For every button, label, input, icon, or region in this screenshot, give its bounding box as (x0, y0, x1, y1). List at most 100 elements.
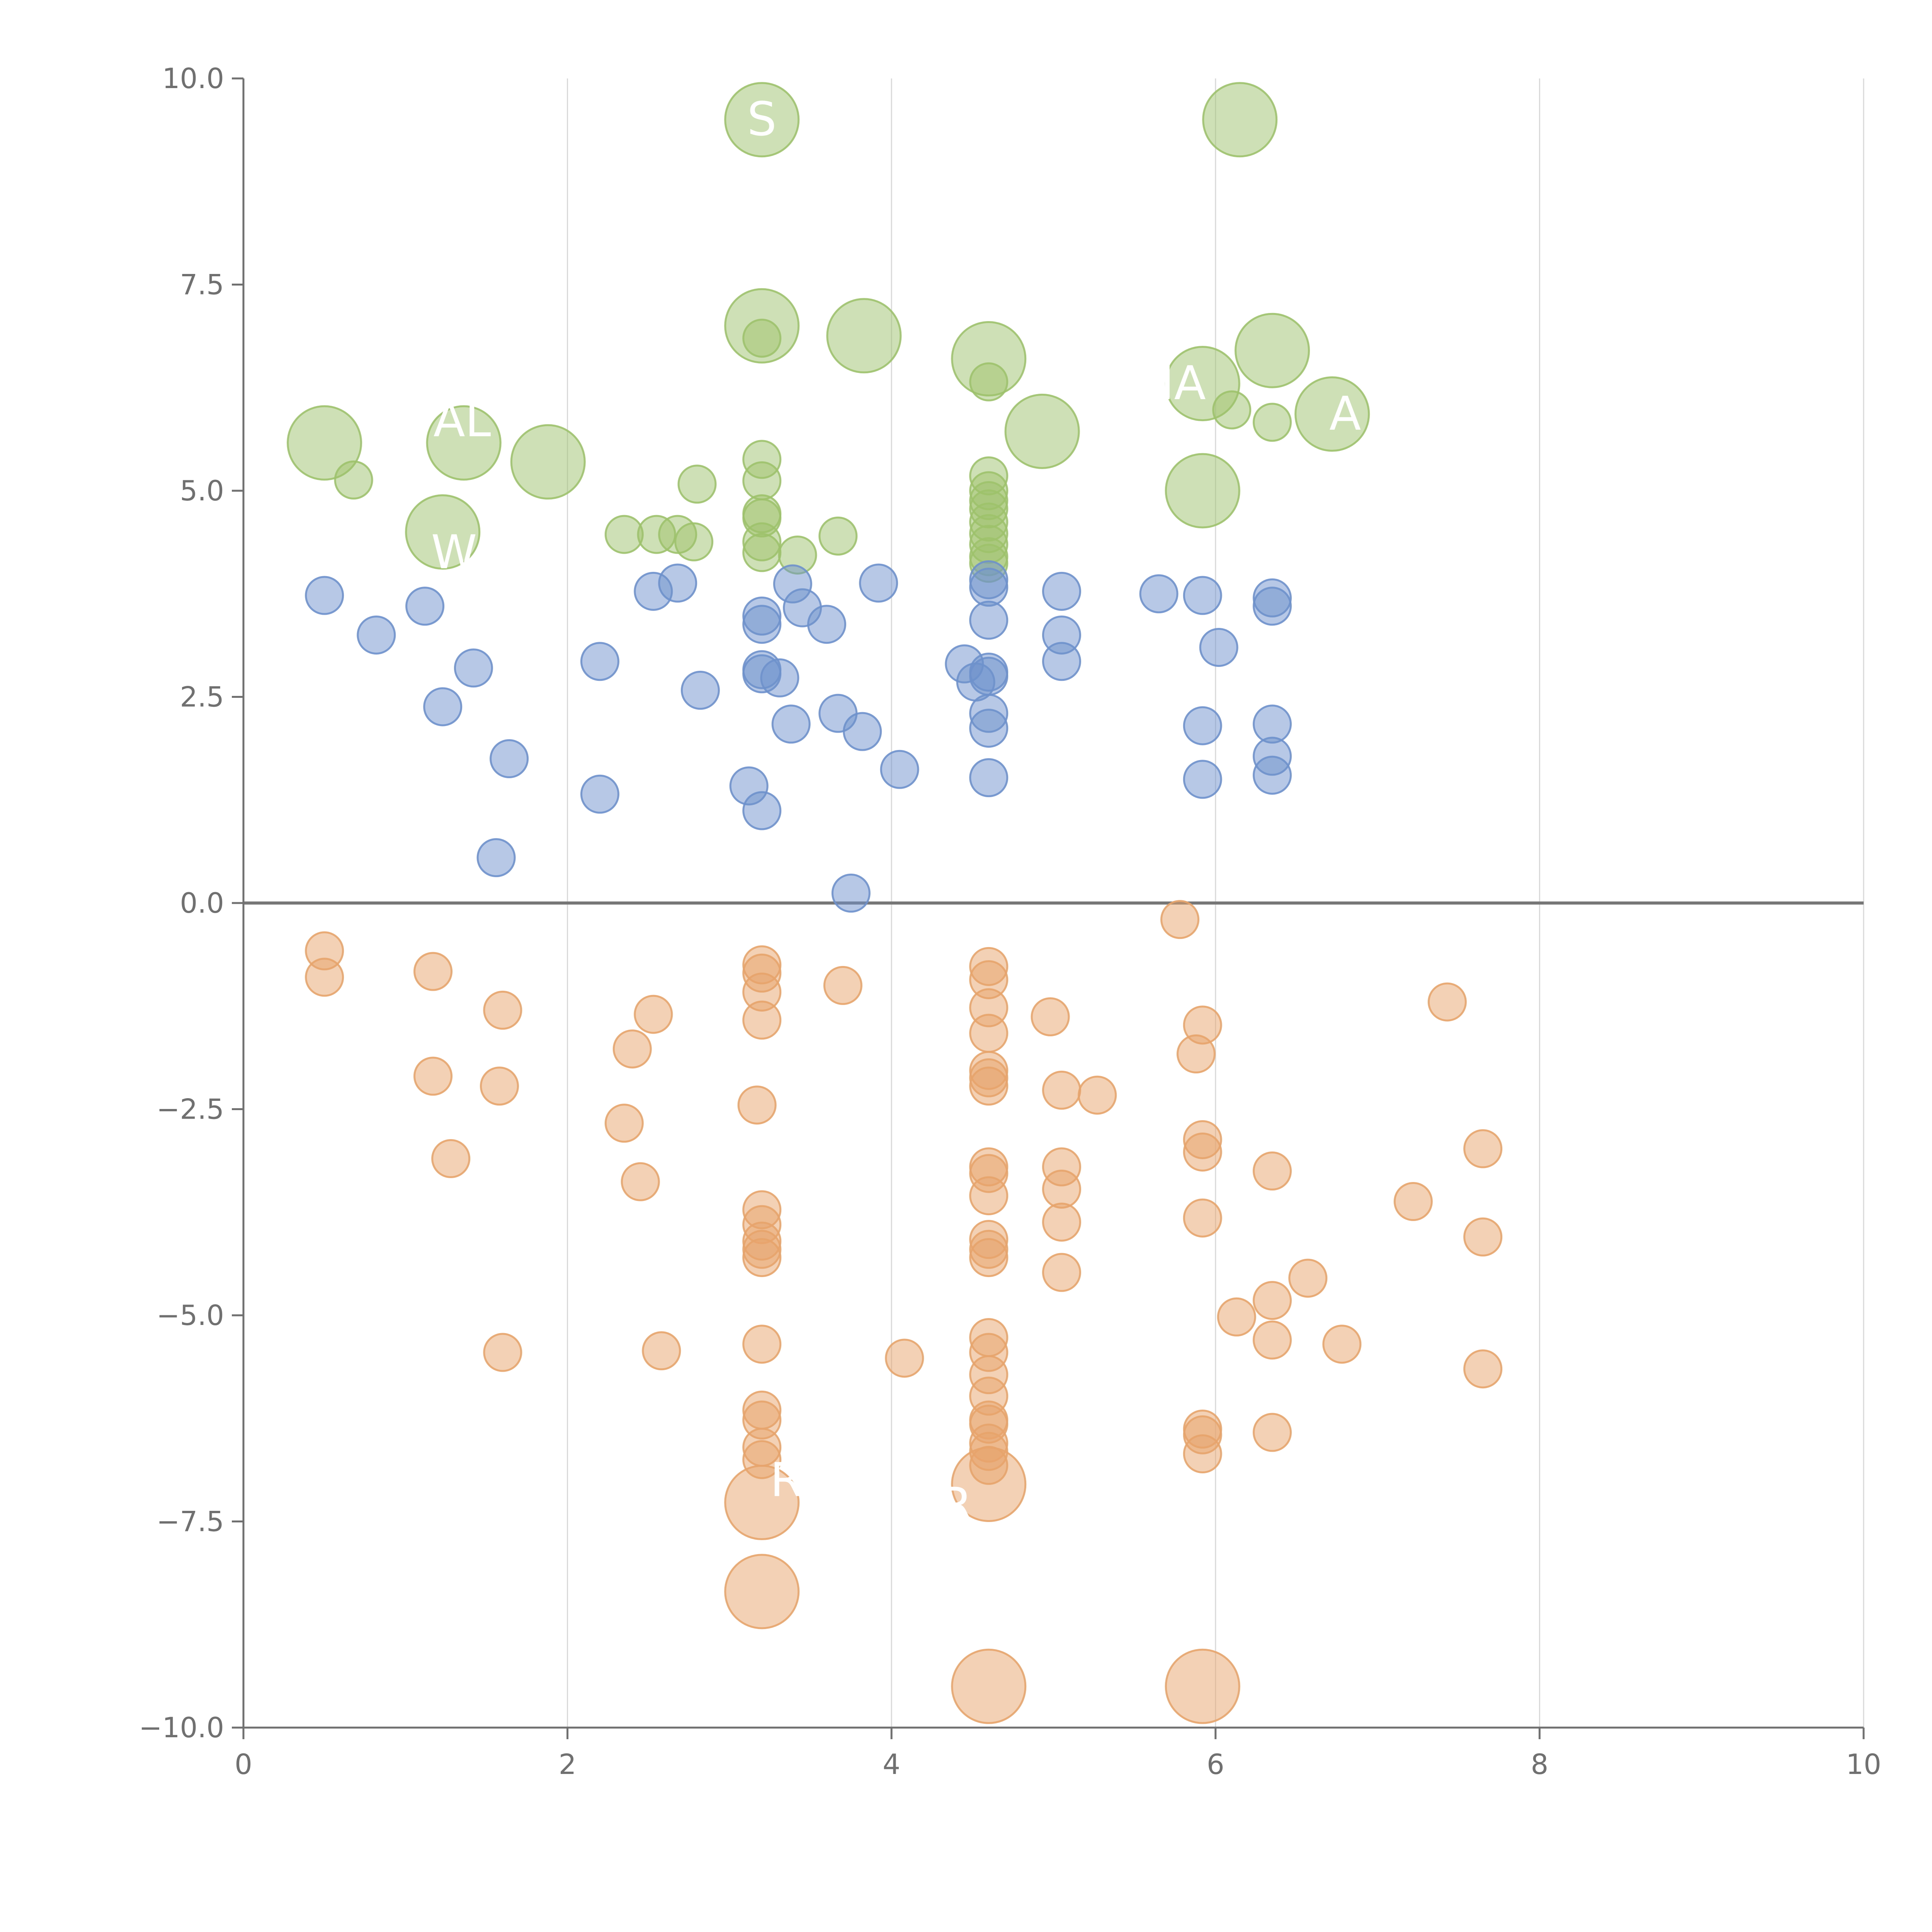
point-label: A (1329, 387, 1361, 441)
orange-point (483, 990, 522, 1030)
point-label: R (940, 1478, 972, 1532)
blue-point (880, 750, 919, 789)
blue-point (969, 600, 1009, 640)
orange-point (1176, 1034, 1216, 1074)
orange-point (1031, 997, 1070, 1036)
blue-point (1139, 574, 1179, 614)
orange-point (1253, 1413, 1292, 1452)
blue-point (658, 563, 697, 603)
green-point (334, 460, 373, 500)
orange-point (885, 1338, 924, 1378)
blue-point (969, 656, 1009, 696)
x-tick-label: 8 (1531, 1748, 1548, 1781)
blue-point (742, 791, 782, 830)
orange-point (1042, 1202, 1081, 1242)
blue-point (742, 605, 782, 644)
blue-point (357, 615, 396, 655)
orange-point (642, 1331, 681, 1371)
orange-point (969, 1176, 1009, 1216)
orange-point (483, 1333, 522, 1372)
green-point (742, 461, 782, 500)
blue-point (831, 873, 871, 913)
orange-point (413, 1056, 453, 1096)
x-tick-label: 10 (1846, 1748, 1881, 1781)
y-tick-label: 10.0 (162, 62, 224, 95)
green-point (405, 494, 481, 570)
y-tick-label: −10.0 (139, 1711, 224, 1744)
y-tick-label: 7.5 (180, 269, 224, 301)
y-tick-label: 2.5 (180, 681, 224, 713)
green-point (1235, 313, 1310, 388)
orange-point (742, 1325, 782, 1364)
point-labels: S IA A AL W R R (431, 93, 1361, 1532)
y-tick-label: 5.0 (180, 474, 224, 507)
green-point (724, 82, 800, 158)
blue-point (580, 774, 619, 814)
blue-point (305, 576, 344, 615)
orange-point (742, 1440, 782, 1479)
point-label: S (747, 93, 777, 146)
point-label: W (431, 526, 477, 580)
orange-point (305, 957, 344, 997)
orange-point (480, 1066, 519, 1106)
orange-point (1183, 1198, 1222, 1238)
point-label: IA (1160, 357, 1206, 410)
blue-point (454, 648, 493, 688)
blue-point (490, 739, 529, 779)
orange-point (1183, 1132, 1222, 1172)
green-point (1165, 453, 1240, 529)
green-point (826, 298, 902, 374)
orange-point (1463, 1349, 1503, 1389)
green-point (1202, 82, 1278, 158)
green-point (510, 424, 586, 500)
y-tick-label: 0.0 (180, 887, 224, 919)
blue-point (1042, 571, 1081, 611)
orange-point (969, 1238, 1009, 1277)
orange-point (1463, 1129, 1503, 1168)
orange-point (1253, 1281, 1292, 1320)
orange-point (1427, 982, 1467, 1022)
green-point (1004, 393, 1080, 469)
blue-point (1183, 576, 1222, 615)
orange-point (1253, 1151, 1292, 1191)
point-label: R (770, 1453, 802, 1507)
blue-point (423, 687, 463, 726)
orange-point (951, 1648, 1027, 1724)
orange-point (969, 1014, 1009, 1053)
blue-point (969, 709, 1009, 748)
axes: −10.0 −7.5 −5.0 −2.5 0.0 2.5 5.0 7.5 10.0 0 2 4 6 8 10 (139, 62, 1881, 1781)
orange-point (413, 952, 453, 991)
blue-point (1253, 755, 1292, 795)
x-tick-label: 4 (883, 1748, 900, 1781)
y-tick-label: −5.0 (156, 1299, 224, 1332)
orange-point (1042, 1070, 1081, 1110)
blue-point (969, 758, 1009, 798)
x-tick-label: 0 (235, 1748, 252, 1781)
orange-point (1253, 1320, 1292, 1360)
orange-point (1078, 1075, 1117, 1115)
blue-point (859, 563, 898, 603)
green-point (677, 464, 717, 504)
point-label: AL (434, 394, 491, 447)
blue-point (1199, 628, 1238, 667)
orange-point (969, 1066, 1009, 1106)
orange-point (634, 995, 673, 1034)
orange-point (1217, 1297, 1256, 1337)
green-point (1212, 390, 1252, 430)
y-tick-label: −7.5 (156, 1505, 224, 1538)
x-tick-label: 6 (1207, 1748, 1225, 1781)
blue-point (1183, 760, 1222, 799)
orange-point (724, 1554, 800, 1629)
green-point (1253, 403, 1292, 442)
green-point (742, 533, 782, 572)
green-point (742, 318, 782, 358)
blue-point (771, 704, 811, 744)
x-tick-label: 2 (559, 1748, 577, 1781)
orange-point (1463, 1217, 1503, 1257)
blue-point (476, 838, 516, 878)
orange-point (612, 1029, 652, 1069)
blue-point (760, 658, 799, 697)
green-point (426, 405, 502, 481)
orange-point (737, 1085, 777, 1125)
